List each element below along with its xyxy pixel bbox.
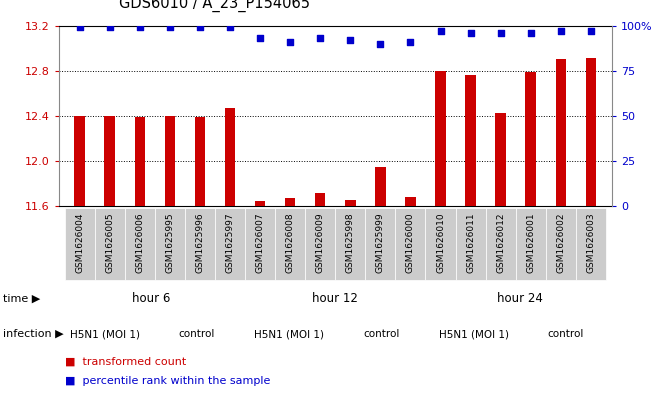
Point xyxy=(105,24,115,31)
Point xyxy=(255,35,266,41)
Bar xyxy=(495,112,506,206)
Text: H5N1 (MOI 1): H5N1 (MOI 1) xyxy=(254,329,324,339)
FancyBboxPatch shape xyxy=(64,208,94,279)
Bar xyxy=(74,116,85,206)
Point xyxy=(375,40,385,47)
FancyBboxPatch shape xyxy=(516,208,546,279)
Text: GSM1626009: GSM1626009 xyxy=(316,212,325,273)
Bar xyxy=(375,167,385,206)
Bar xyxy=(436,71,446,206)
Point xyxy=(345,37,355,43)
Point xyxy=(555,28,566,34)
Point xyxy=(525,29,536,36)
FancyBboxPatch shape xyxy=(335,208,365,279)
Text: GSM1626007: GSM1626007 xyxy=(256,212,264,273)
Point xyxy=(135,24,145,31)
Text: GSM1625997: GSM1625997 xyxy=(225,212,234,273)
Text: H5N1 (MOI 1): H5N1 (MOI 1) xyxy=(70,329,140,339)
Bar xyxy=(555,59,566,206)
Bar xyxy=(135,117,145,206)
Text: GSM1625999: GSM1625999 xyxy=(376,212,385,273)
FancyBboxPatch shape xyxy=(275,208,305,279)
Text: GSM1625996: GSM1625996 xyxy=(195,212,204,273)
Text: GSM1626001: GSM1626001 xyxy=(526,212,535,273)
Bar xyxy=(405,197,416,206)
Text: control: control xyxy=(179,329,215,339)
FancyBboxPatch shape xyxy=(125,208,155,279)
Text: hour 24: hour 24 xyxy=(497,292,543,305)
Text: GSM1625995: GSM1625995 xyxy=(165,212,174,273)
Bar xyxy=(255,201,266,206)
Text: GSM1626002: GSM1626002 xyxy=(557,212,565,273)
Bar xyxy=(586,58,596,206)
FancyBboxPatch shape xyxy=(305,208,335,279)
Bar xyxy=(285,198,296,206)
Point xyxy=(285,39,296,45)
FancyBboxPatch shape xyxy=(576,208,606,279)
Bar xyxy=(525,72,536,206)
Point xyxy=(465,29,476,36)
Text: GSM1626003: GSM1626003 xyxy=(587,212,596,273)
FancyBboxPatch shape xyxy=(94,208,125,279)
Text: infection ▶: infection ▶ xyxy=(3,329,64,339)
FancyBboxPatch shape xyxy=(365,208,395,279)
Text: ■  transformed count: ■ transformed count xyxy=(65,356,186,367)
Bar xyxy=(465,75,476,206)
FancyBboxPatch shape xyxy=(215,208,245,279)
FancyBboxPatch shape xyxy=(486,208,516,279)
Text: GSM1626012: GSM1626012 xyxy=(496,212,505,273)
Bar xyxy=(315,193,326,206)
Bar xyxy=(345,200,355,206)
Text: GSM1626006: GSM1626006 xyxy=(135,212,145,273)
Bar xyxy=(195,117,205,206)
Point xyxy=(586,28,596,34)
FancyBboxPatch shape xyxy=(395,208,426,279)
FancyBboxPatch shape xyxy=(155,208,185,279)
Text: GSM1626000: GSM1626000 xyxy=(406,212,415,273)
Point xyxy=(495,29,506,36)
Bar xyxy=(225,108,235,206)
Text: GSM1626011: GSM1626011 xyxy=(466,212,475,273)
Bar xyxy=(165,116,175,206)
Text: GSM1626010: GSM1626010 xyxy=(436,212,445,273)
Text: GSM1625998: GSM1625998 xyxy=(346,212,355,273)
Bar xyxy=(104,116,115,206)
Text: GSM1626004: GSM1626004 xyxy=(75,212,84,273)
FancyBboxPatch shape xyxy=(546,208,576,279)
Point xyxy=(74,24,85,31)
Text: time ▶: time ▶ xyxy=(3,294,40,304)
Text: GSM1626008: GSM1626008 xyxy=(286,212,295,273)
Text: GSM1626005: GSM1626005 xyxy=(105,212,114,273)
Point xyxy=(195,24,205,31)
Point xyxy=(165,24,175,31)
Point xyxy=(436,28,446,34)
Text: hour 6: hour 6 xyxy=(132,292,170,305)
Text: ■  percentile rank within the sample: ■ percentile rank within the sample xyxy=(65,376,270,386)
Text: hour 12: hour 12 xyxy=(312,292,358,305)
FancyBboxPatch shape xyxy=(456,208,486,279)
Point xyxy=(315,35,326,41)
FancyBboxPatch shape xyxy=(185,208,215,279)
Text: H5N1 (MOI 1): H5N1 (MOI 1) xyxy=(439,329,508,339)
Text: control: control xyxy=(363,329,400,339)
Point xyxy=(405,39,415,45)
FancyBboxPatch shape xyxy=(426,208,456,279)
Point xyxy=(225,24,235,31)
FancyBboxPatch shape xyxy=(245,208,275,279)
Text: control: control xyxy=(547,329,584,339)
Text: GDS6010 / A_23_P154065: GDS6010 / A_23_P154065 xyxy=(119,0,311,12)
